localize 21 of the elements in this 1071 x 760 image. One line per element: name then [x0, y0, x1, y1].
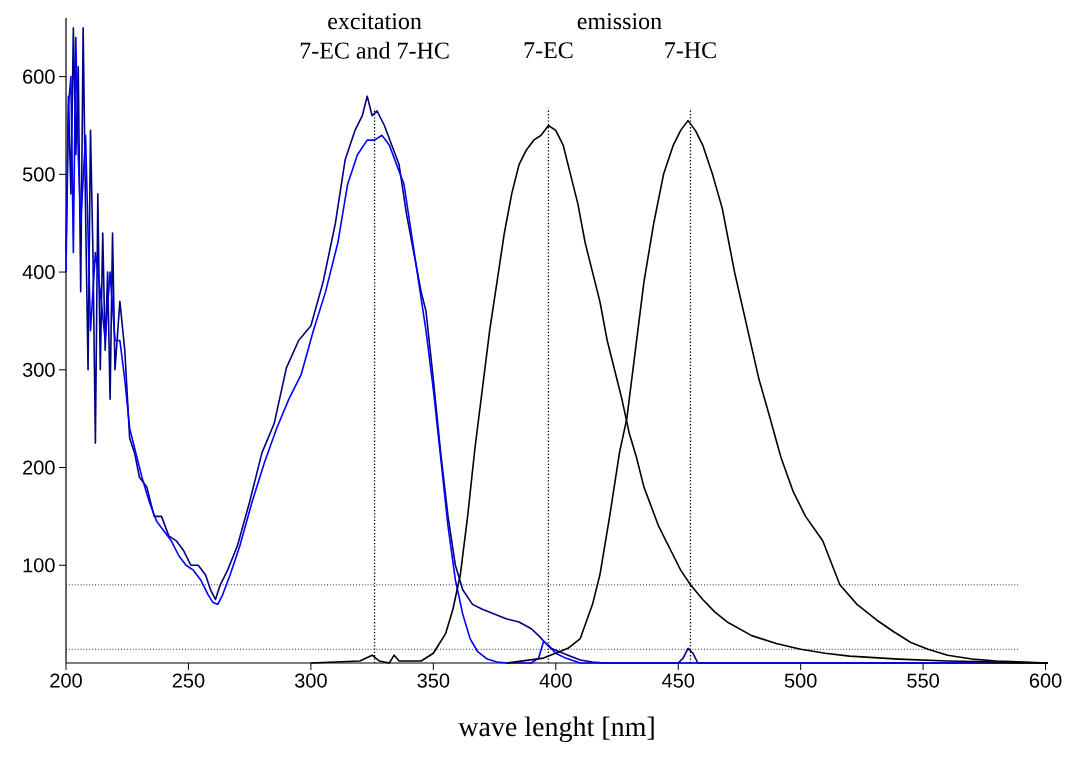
y-tick-label: 600 — [23, 69, 55, 84]
x-tick-label: 250 — [172, 673, 205, 688]
x-tick-label: 500 — [784, 673, 817, 688]
x-tick-label: 400 — [539, 673, 572, 688]
x-tick-label: 600 — [1029, 673, 1062, 688]
y-tick-label: 100 — [23, 558, 55, 573]
x-tick-label: 200 — [50, 673, 82, 688]
x-tick-label: 550 — [907, 673, 939, 688]
x-tick-label: 350 — [417, 673, 450, 688]
ref-line-label: 7-EC and 7-HC — [300, 41, 449, 59]
x-tick-label: 300 — [294, 673, 327, 688]
ref-line-label: 7-HC — [665, 42, 716, 59]
y-tick-label: 400 — [22, 265, 55, 280]
annotation: excitation — [328, 13, 422, 30]
ref-line-label: 7-EC — [524, 42, 573, 59]
y-tick-label: 500 — [22, 167, 55, 182]
x-tick-label: 450 — [662, 673, 695, 688]
annotation: emission — [577, 13, 662, 30]
y-tick-label: 300 — [22, 362, 55, 377]
x-axis-title: wave lenght [nm] — [458, 716, 654, 743]
y-tick-label: 200 — [23, 460, 55, 475]
